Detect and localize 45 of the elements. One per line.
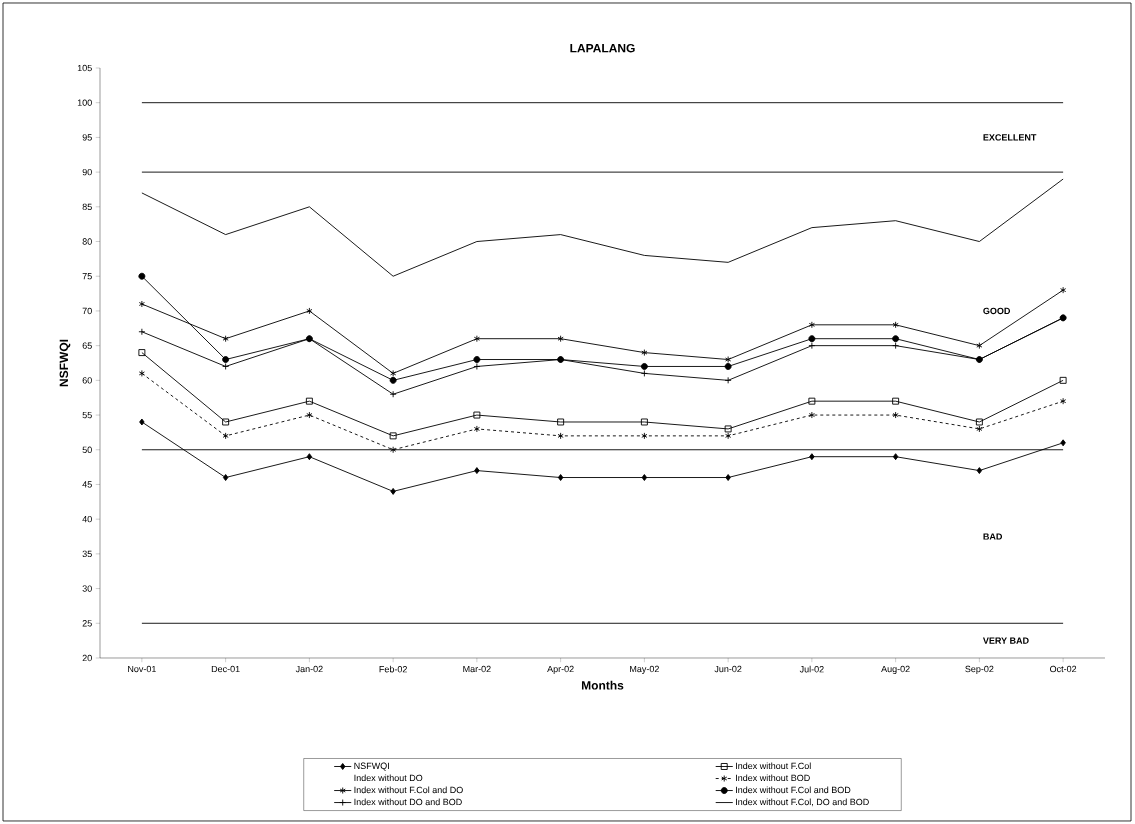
x-tick-label: Oct-02 (1050, 665, 1077, 673)
y-tick-label: 55 (82, 411, 92, 419)
y-tick-label: 65 (82, 342, 92, 349)
legend-label: Index without F.Col and BOD (736, 786, 851, 794)
y-tick-label: 100 (77, 99, 92, 106)
y-tick-label: 30 (82, 585, 92, 592)
x-tick-label: Feb-02 (379, 665, 407, 673)
x-tick-label: Sep-02 (965, 665, 994, 674)
x-tick-label: Apr-02 (547, 665, 574, 674)
x-tick-label: May-02 (630, 665, 659, 674)
y-axis-title: NSFWQI (59, 339, 71, 387)
y-tick-label: 75 (82, 273, 92, 280)
y-tick-label: 90 (82, 168, 92, 176)
y-tick-label: 45 (82, 481, 92, 488)
y-tick-label: 60 (82, 377, 92, 384)
x-axis-title: Months (581, 680, 624, 690)
y-tick-label: 80 (82, 238, 92, 245)
legend-label: Index without BOD (736, 774, 810, 782)
y-tick-label: 25 (82, 620, 92, 627)
legend-label: Index without F.Col, DO and BOD (736, 798, 869, 807)
x-tick-label: Jun-02 (714, 665, 742, 673)
y-tick-label: 40 (82, 515, 92, 523)
annotation: GOOD (983, 307, 1011, 315)
y-tick-label: 20 (82, 654, 92, 662)
y-tick-label: 35 (82, 550, 92, 558)
legend-label: Index without DO and BOD (354, 798, 462, 806)
y-tick-label: 70 (82, 307, 92, 315)
legend-label: Index without F.Col and DO (354, 786, 463, 794)
chart-title: LAPALANG (570, 43, 635, 53)
annotation: BAD (983, 533, 1003, 540)
legend-label: Index without F.Col (736, 762, 811, 770)
annotation: VERY BAD (982, 637, 1029, 644)
y-tick-label: 105 (77, 64, 92, 72)
x-tick-label: Jul-02 (799, 665, 824, 673)
x-tick-label: Mar-02 (463, 665, 491, 673)
y-tick-label: 50 (82, 446, 92, 453)
legend-label: NSFWQI (354, 762, 389, 771)
y-tick-label: 85 (82, 203, 92, 211)
text: Index without DO (354, 774, 423, 782)
x-tick-label: Dec-01 (211, 665, 240, 673)
x-tick-label: Nov-01 (128, 665, 156, 673)
x-tick-label: Jan-02 (295, 665, 323, 673)
annotation: EXCELLENT (983, 134, 1037, 141)
x-tick-label: Aug-02 (881, 665, 910, 674)
y-tick-label: 95 (82, 134, 92, 141)
